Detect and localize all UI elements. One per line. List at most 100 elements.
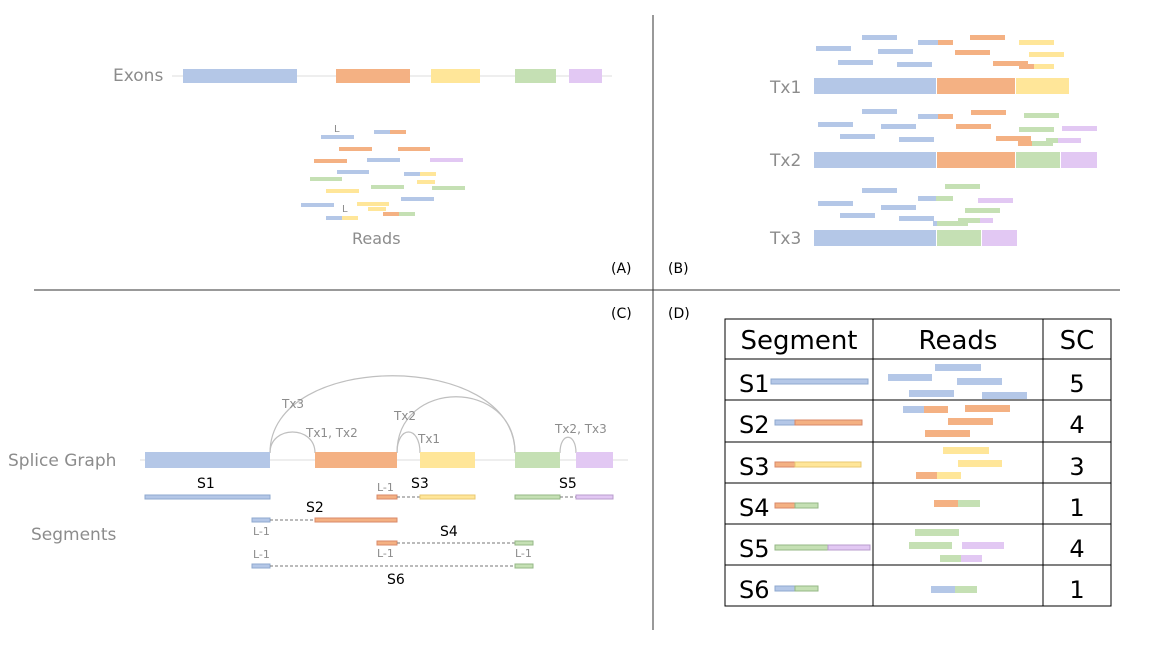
- arc-label: Tx3: [281, 397, 304, 411]
- short-read: [881, 124, 916, 129]
- segment-label: S3: [411, 476, 429, 492]
- segment-bar: [251, 563, 271, 569]
- short-read: [943, 447, 989, 454]
- table-sc-value: 4: [1069, 535, 1084, 563]
- panel-d: (D) Segment Reads SC S1 S2 S3 S4 S5 S6 5…: [668, 306, 1112, 607]
- short-read: [339, 147, 372, 151]
- short-read: [961, 555, 982, 562]
- short-read: [878, 49, 913, 54]
- short-read: [924, 406, 948, 413]
- exon-4: [515, 69, 556, 83]
- short-read: [390, 130, 406, 134]
- table-sc-value: 1: [1069, 576, 1084, 604]
- l-minus-1-label: L-1: [515, 547, 532, 560]
- short-read: [326, 216, 342, 220]
- graph-node-3: [420, 452, 475, 468]
- segment-bar: [144, 494, 271, 500]
- short-read: [955, 586, 977, 593]
- short-read: [996, 136, 1031, 141]
- segment-bar: [251, 517, 271, 523]
- segment-label: S1: [197, 476, 215, 492]
- short-read: [430, 158, 463, 162]
- tx3-exon-1: [814, 230, 936, 246]
- short-read: [881, 205, 916, 210]
- short-read: [938, 40, 953, 45]
- tx2-exon-2: [937, 152, 1015, 168]
- arc-label: Tx1, Tx2: [305, 426, 358, 440]
- read-cloud-b: [816, 35, 1097, 226]
- short-read: [971, 110, 1006, 115]
- short-read: [993, 61, 1028, 66]
- short-read: [916, 472, 937, 479]
- table-sc-value: 4: [1069, 411, 1084, 439]
- table-sc-value: 3: [1069, 453, 1084, 481]
- short-read: [401, 197, 434, 201]
- exons-label: Exons: [113, 66, 163, 86]
- segment-label: S5: [559, 476, 577, 492]
- short-read: [371, 185, 404, 189]
- segment-glyph: [827, 544, 871, 551]
- panel-d-tag: (D): [668, 306, 690, 322]
- segment-glyph: [770, 378, 869, 385]
- read-length-marker: L: [342, 204, 348, 215]
- graph-node-5: [576, 452, 613, 468]
- segments-label: Segments: [31, 525, 117, 545]
- l-minus-1-label: L-1: [253, 525, 270, 538]
- table-segment-name: S1: [739, 370, 770, 398]
- short-read: [982, 392, 1027, 399]
- short-read: [918, 40, 938, 45]
- short-read: [962, 542, 1004, 549]
- tx1-exon-3: [1016, 78, 1069, 94]
- l-minus-1-label: L-1: [253, 548, 270, 561]
- transcript-label: Tx1: [769, 78, 801, 98]
- l-minus-1-label: L-1: [377, 547, 394, 560]
- short-read: [816, 46, 851, 51]
- short-read: [958, 218, 980, 223]
- short-read: [840, 213, 875, 218]
- short-read: [1029, 52, 1064, 57]
- l-minus-1-label: L-1: [377, 481, 394, 494]
- segment-glyph: [774, 419, 796, 426]
- panel-a: Exons L L Reads (A): [113, 66, 632, 277]
- table-sc-value: 1: [1069, 494, 1084, 522]
- tx1-exon-1: [814, 78, 936, 94]
- short-read: [432, 186, 465, 190]
- panel-c: (C) Tx3 Tx1, Tx2 Tx2 Tx1 Tx2, Tx3 Splice…: [8, 306, 632, 588]
- segment-glyph: [794, 419, 863, 426]
- tx2-exon-5: [1061, 152, 1097, 168]
- tx2-exon-1: [814, 152, 936, 168]
- short-read: [940, 555, 961, 562]
- short-read: [965, 405, 1010, 412]
- short-read: [368, 207, 386, 211]
- short-read: [909, 542, 952, 549]
- short-read: [899, 216, 934, 221]
- short-read: [958, 500, 980, 507]
- segment-glyph: [774, 461, 796, 468]
- splice-graph-label: Splice Graph: [8, 451, 116, 471]
- short-read: [862, 35, 897, 40]
- table-segment-name: S2: [739, 411, 770, 439]
- short-read: [936, 196, 953, 201]
- short-read: [957, 378, 1002, 385]
- tx2-exon-4: [1016, 152, 1060, 168]
- segment-glyph: [794, 461, 862, 468]
- short-read: [862, 109, 897, 114]
- short-read: [934, 500, 958, 507]
- exon-3: [431, 69, 480, 83]
- segment-label: S2: [306, 500, 324, 516]
- short-read: [955, 50, 990, 55]
- table-read-clouds: [888, 364, 1027, 593]
- short-read: [980, 218, 993, 223]
- read-cloud-a: [301, 130, 465, 220]
- short-read: [383, 212, 399, 216]
- graph-node-1: [145, 452, 270, 468]
- short-read: [903, 406, 924, 413]
- table-segment-name: S4: [739, 494, 770, 522]
- arc-tx2-tx3: [559, 436, 577, 454]
- short-read: [357, 202, 389, 206]
- short-read: [862, 188, 897, 193]
- short-read: [326, 189, 359, 193]
- short-read: [417, 180, 435, 184]
- short-read: [970, 35, 1005, 40]
- arc-label: Tx1: [417, 432, 440, 446]
